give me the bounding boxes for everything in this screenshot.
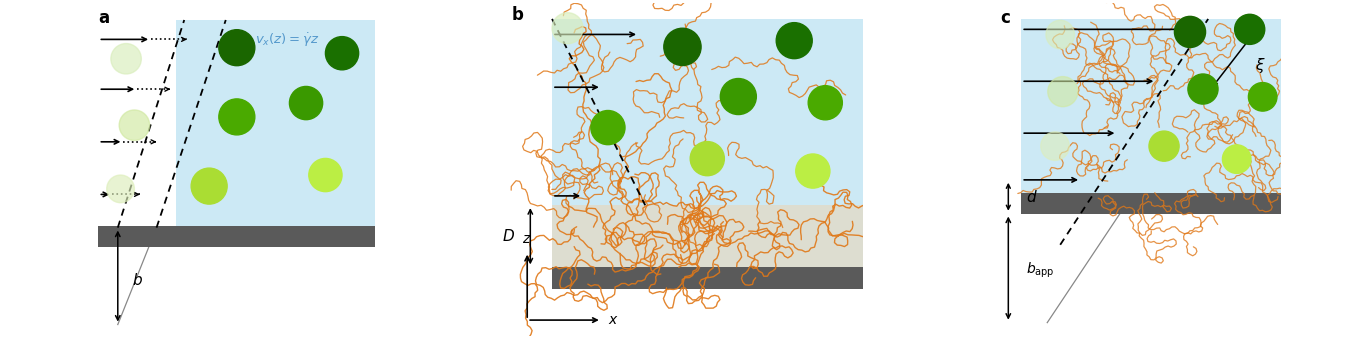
Text: $\xi$: $\xi$ — [1254, 56, 1265, 75]
Bar — [1022, 19, 1280, 214]
Bar — [98, 226, 375, 247]
Circle shape — [1249, 83, 1276, 111]
Circle shape — [219, 99, 254, 135]
Circle shape — [119, 110, 149, 140]
Circle shape — [290, 86, 323, 120]
Circle shape — [219, 30, 254, 66]
Circle shape — [326, 37, 358, 70]
Bar — [176, 20, 375, 228]
Text: $x$: $x$ — [607, 313, 618, 327]
Bar — [553, 267, 863, 289]
Circle shape — [721, 79, 757, 115]
Bar — [553, 19, 863, 205]
Circle shape — [591, 111, 625, 145]
Text: b: b — [512, 6, 524, 24]
Circle shape — [1174, 16, 1205, 47]
Text: $D$: $D$ — [502, 228, 514, 244]
Circle shape — [111, 43, 141, 74]
Circle shape — [553, 13, 583, 44]
Circle shape — [796, 154, 830, 188]
Circle shape — [309, 158, 342, 192]
Circle shape — [1047, 20, 1074, 49]
Circle shape — [1041, 132, 1070, 160]
Bar — [553, 205, 863, 267]
Circle shape — [663, 28, 700, 65]
Circle shape — [1187, 74, 1218, 104]
Circle shape — [808, 86, 843, 120]
Text: $d$: $d$ — [1026, 189, 1038, 205]
Text: $b_{\rm app}$: $b_{\rm app}$ — [1026, 261, 1055, 280]
Text: $b$: $b$ — [131, 272, 142, 288]
Circle shape — [776, 23, 813, 59]
Circle shape — [1235, 14, 1265, 44]
Circle shape — [1149, 131, 1179, 161]
Text: a: a — [98, 9, 109, 27]
Circle shape — [1048, 77, 1078, 107]
Text: $z$: $z$ — [523, 232, 532, 245]
Circle shape — [1223, 145, 1250, 173]
Bar — [1022, 193, 1280, 214]
Text: $v_x(z) = \dot{\gamma}z$: $v_x(z) = \dot{\gamma}z$ — [254, 31, 319, 49]
Circle shape — [691, 142, 725, 176]
Text: c: c — [1000, 8, 1011, 26]
Circle shape — [107, 175, 134, 203]
Circle shape — [192, 168, 227, 204]
